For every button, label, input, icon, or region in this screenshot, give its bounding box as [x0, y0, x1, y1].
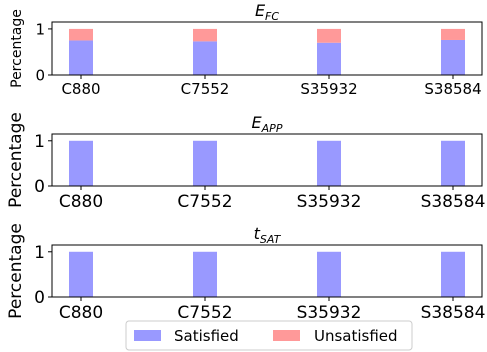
panel-title-subscript: SAT: [260, 233, 282, 246]
y-tick-label: 1: [34, 243, 45, 263]
legend-label-satisfied: Satisfied: [174, 327, 239, 345]
x-tick-label-c880: C880: [61, 80, 100, 98]
panel-3: 0 1 C880 C7552 S35932 S38584 Percentage tSAT: [6, 223, 485, 323]
y-axis-label: Percentage: [6, 112, 26, 208]
legend-swatch-satisfied: [134, 330, 161, 341]
x-tick-label-c7552: C7552: [181, 80, 230, 98]
bar-unsatisfied-c7552: [193, 28, 217, 42]
legend-label-unsatisfied: Unsatisfied: [314, 327, 398, 345]
y-tick-label: 0: [34, 177, 45, 197]
bar-satisfied-c880: [69, 251, 93, 297]
y-tick-label: 1: [34, 132, 45, 152]
panel-title: EAPP: [252, 113, 283, 135]
bar-satisfied-s35932: [317, 42, 341, 75]
bar-satisfied-c7552: [193, 140, 217, 186]
bar-satisfied-s35932: [317, 251, 341, 297]
panel-1: 0 1 C880 C7552 S35932 S38584 Percentage EFC: [9, 1, 483, 98]
panel-title: EFC: [255, 1, 279, 23]
axes-frame: [51, 133, 483, 187]
y-axis-label: Percentage: [9, 9, 25, 88]
bar-satisfied-s35932: [317, 140, 341, 186]
bar-satisfied-c880: [69, 40, 93, 75]
panel-title: tSAT: [254, 224, 282, 246]
panel-title-base: E: [252, 113, 263, 132]
bar-unsatisfied-s35932: [317, 28, 341, 43]
panel-title-base: E: [255, 1, 266, 20]
x-tick-label-c7552: C7552: [177, 192, 232, 212]
bar-unsatisfied-c880: [69, 28, 93, 41]
y-tick-label: 1: [35, 20, 45, 38]
legend-swatch-unsatisfied: [273, 330, 300, 341]
axes-frame: [51, 244, 483, 298]
bar-unsatisfied-s38584: [441, 28, 465, 40]
x-tick-label-s35932: S35932: [297, 303, 362, 323]
bar-satisfied-c880: [69, 140, 93, 186]
panel-2: 0 1 C880 C7552 S35932 S38584 Percentage EAPP: [6, 112, 485, 212]
y-tick-label: 0: [35, 66, 45, 84]
y-axis-label: Percentage: [6, 223, 26, 319]
x-tick-label-s38584: S38584: [424, 80, 481, 98]
legend-frame: [125, 320, 413, 351]
panel-title-base: t: [254, 224, 261, 243]
bar-satisfied-s38584: [441, 39, 465, 75]
bar-satisfied-s38584: [441, 140, 465, 186]
bar-satisfied-c7552: [193, 41, 217, 75]
panel-title-subscript: FC: [265, 10, 279, 23]
x-tick-label-c7552: C7552: [177, 303, 232, 323]
legend: Satisfied Unsatisfied: [125, 320, 413, 351]
axes-frame: [51, 21, 483, 76]
panel-title-subscript: APP: [261, 122, 283, 135]
x-tick-label-s35932: S35932: [297, 192, 362, 212]
bar-satisfied-s38584: [441, 251, 465, 297]
x-tick-label-s38584: S38584: [421, 192, 486, 212]
bar-satisfied-c7552: [193, 251, 217, 297]
x-tick-label-s38584: S38584: [421, 303, 486, 323]
y-tick-label: 0: [34, 288, 45, 308]
x-tick-label-s35932: S35932: [300, 80, 357, 98]
x-tick-label-c880: C880: [59, 303, 103, 323]
x-tick-label-c880: C880: [59, 192, 103, 212]
